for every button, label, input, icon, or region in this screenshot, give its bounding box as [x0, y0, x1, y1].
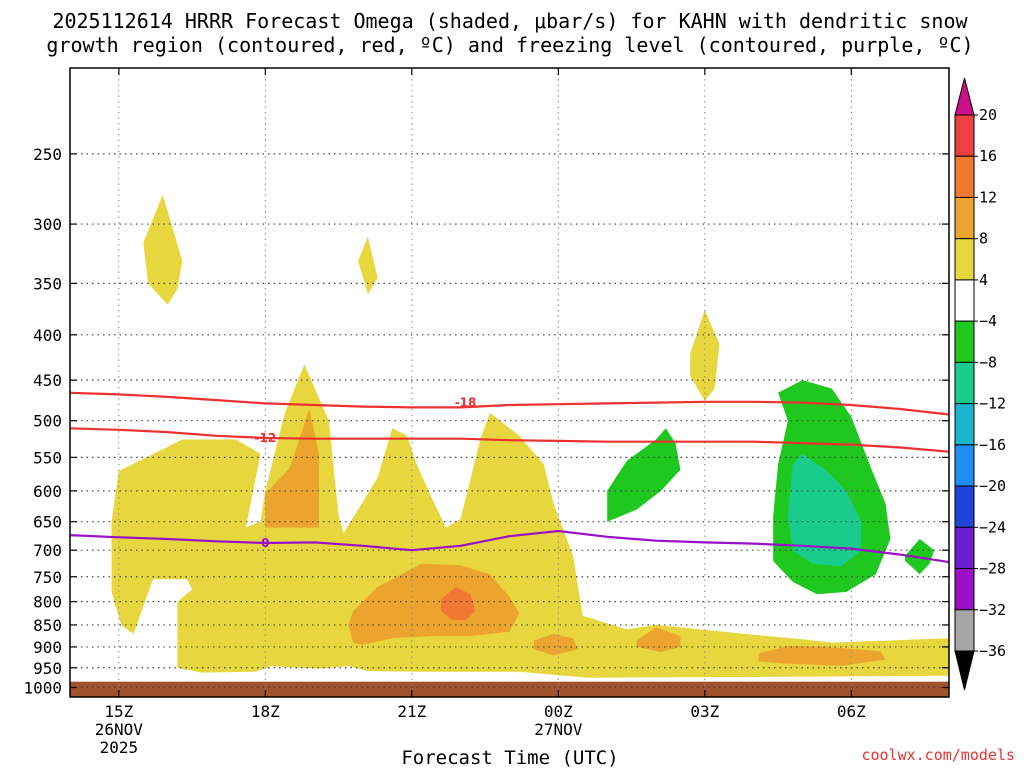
y-tick-label: 400 [33, 326, 62, 345]
colorbar-bottom-arrow [954, 650, 975, 691]
chart-title-line-1: 2025112614 HRRR Forecast Omega (shaded, … [52, 9, 968, 33]
colorbar-label: 12 [979, 188, 997, 206]
colorbar-bin [954, 526, 975, 570]
colorbar-label: −24 [979, 518, 1006, 536]
colorbar-bin [954, 361, 975, 405]
omega-region-5 [348, 563, 520, 645]
y-tick-label: 900 [33, 638, 62, 657]
grid-lines [70, 68, 949, 697]
colorbar-label: −16 [979, 436, 1006, 454]
colorbar-label: 16 [979, 147, 997, 165]
omega-region-8 [636, 627, 681, 652]
x-tick-label: 21Z [397, 702, 426, 721]
colorbar-bin [954, 320, 975, 363]
colorbar-bin [954, 114, 975, 157]
colorbar-label: 4 [979, 271, 988, 289]
omega-region-9 [758, 646, 886, 666]
omega-region-12 [787, 453, 862, 567]
colorbar-bin [954, 279, 975, 322]
x-tick-date: 26NOV [95, 720, 144, 739]
colorbar-label: −32 [979, 601, 1006, 619]
colorbar-bin [954, 444, 975, 487]
ground-bar [70, 681, 949, 697]
contour-line--12 [69, 427, 950, 453]
x-tick-label: 18Z [251, 702, 280, 721]
omega-region-10 [607, 428, 681, 522]
y-tick-label: 300 [33, 215, 62, 234]
y-tick-label: 850 [33, 616, 62, 635]
y-tick-label: 550 [33, 448, 62, 467]
colorbar-label: −4 [979, 312, 997, 330]
y-tick-label: 600 [33, 482, 62, 501]
y-tick-label: 450 [33, 371, 62, 390]
y-tick-label: 350 [33, 274, 62, 293]
colorbar-label: 20 [979, 106, 997, 124]
contour-line--18 [69, 391, 950, 416]
y-tick-label: 500 [33, 412, 62, 431]
colorbar-legend: 20 16 12 8 4 −4 −8 −12 −16 −20 −24 −28 −32 −36 [954, 77, 1006, 691]
colorbar-bin [954, 155, 975, 198]
x-axis-title: Forecast Time (UTC) [401, 747, 618, 768]
ground-layer [70, 681, 949, 697]
chart-title-line-2: growth region (contoured, red, ºC) and f… [46, 33, 973, 57]
x-tick-year: 2025 [100, 738, 139, 757]
colorbar-label: −20 [979, 477, 1006, 495]
x-tick-date: 27NOV [534, 720, 583, 739]
omega-region-6 [441, 586, 476, 621]
y-tick-label: 1000 [23, 678, 62, 697]
colorbar-label: −28 [979, 560, 1006, 578]
colorbar-bin [954, 196, 975, 240]
temperature-contours: -18 -12 0 [69, 391, 950, 564]
x-tick-label: 06Z [837, 702, 866, 721]
x-tick-label: 00Z [544, 702, 573, 721]
colorbar-bin [954, 238, 975, 281]
colorbar-label: −12 [979, 395, 1006, 413]
omega-region-7 [533, 633, 578, 656]
omega-region-2 [358, 236, 378, 295]
contour-label--12: -12 [254, 431, 276, 445]
credit-label: coolwx.com/models [861, 746, 1015, 764]
contour-label--18: -18 [455, 396, 477, 410]
x-tick-label: 03Z [690, 702, 719, 721]
y-tick-label: 800 [33, 593, 62, 612]
colorbar-label: 8 [979, 230, 988, 248]
colorbar-bin [954, 403, 975, 446]
omega-shading [111, 194, 949, 678]
colorbar-bin [954, 609, 975, 652]
y-axis-ticks: 250 300 350 400 450 500 550 600 650 700 750 800 850 9… [23, 145, 949, 697]
y-tick-label: 250 [33, 145, 62, 164]
contour-line-0 [69, 529, 950, 564]
colorbar-label: −8 [979, 353, 997, 371]
plot-frame [69, 67, 950, 698]
colorbar-bin [954, 568, 975, 611]
omega-region-0 [111, 364, 949, 678]
colorbar-top-arrow [954, 77, 975, 116]
y-tick-label: 650 [33, 513, 62, 532]
omega-region-1 [143, 194, 183, 305]
y-tick-label: 950 [33, 659, 62, 678]
colorbar-bin [954, 485, 975, 528]
y-tick-label: 750 [33, 568, 62, 587]
y-tick-label: 700 [33, 541, 62, 560]
contour-label-0: 0 [261, 536, 269, 550]
colorbar-label: −36 [979, 642, 1006, 660]
x-tick-label: 15Z [104, 702, 133, 721]
